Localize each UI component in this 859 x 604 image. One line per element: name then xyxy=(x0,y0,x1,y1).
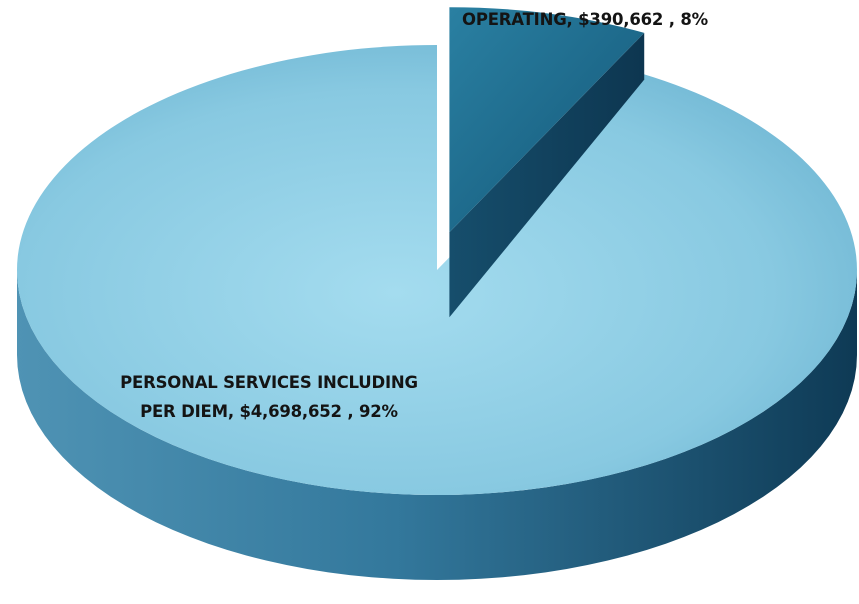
slice-personal-services xyxy=(16,45,857,495)
slice-label-personal-services-line2: PER DIEM, $4,698,652 , 92% xyxy=(140,402,398,421)
slice-side-operating xyxy=(449,32,645,318)
slice-label-personal-services: PERSONAL SERVICES INCLUDING PER DIEM, $4… xyxy=(92,368,446,426)
slice-operating xyxy=(449,7,645,233)
slice-label-personal-services-line1: PERSONAL SERVICES INCLUDING xyxy=(120,373,418,392)
slice-label-operating: OPERATING, $390,662 , 8% xyxy=(462,10,708,29)
slice-side-personal-services xyxy=(17,270,857,580)
